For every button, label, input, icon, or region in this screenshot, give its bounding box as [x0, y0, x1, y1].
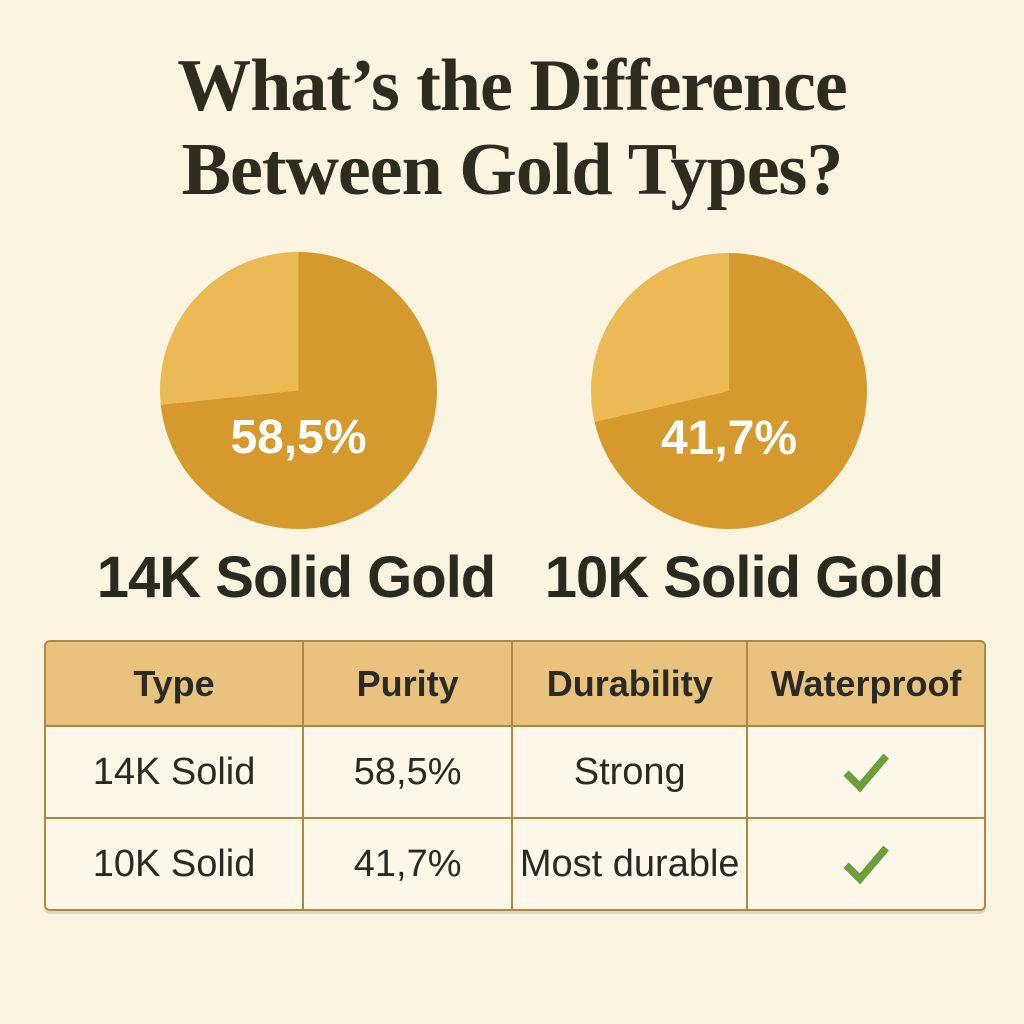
title-line-1: What’s the Difference — [177, 45, 847, 127]
table-cell-purity-10k: 41,7% — [302, 817, 512, 909]
table-cell-type-10k: 10K Solid — [46, 817, 303, 909]
table-cell-type-14k: 14K Solid — [46, 725, 303, 817]
pie-percent-label-14k: 58,5% — [230, 411, 367, 464]
comparison-table: Type Purity Durability Waterproof 14K So… — [44, 640, 986, 911]
check-icon — [843, 845, 890, 885]
header-cell-waterproof: Waterproof — [746, 642, 984, 725]
table-cell-durability-14k: Strong — [511, 725, 747, 817]
pie-chart-14k: 58,5% — [160, 252, 437, 529]
pie-caption-14k: 14K Solid Gold — [96, 545, 497, 610]
check-icon — [843, 753, 890, 793]
table-cell-waterproof-14k — [746, 725, 984, 817]
title-line-2: Between Gold Types? — [181, 129, 844, 211]
pie-chart-10k: 41,7% — [591, 253, 867, 529]
table-cell-durability-10k: Most durable — [511, 817, 747, 909]
header-cell-type: Type — [46, 642, 303, 725]
table-cell-waterproof-10k — [746, 817, 984, 909]
pie-percent-label-10k: 41,7% — [660, 412, 798, 465]
table-cell-purity-14k: 58,5% — [302, 725, 512, 817]
pie-caption-10k: 10K Solid Gold — [544, 545, 945, 610]
page-title: What’s the Difference Between Gold Types… — [0, 44, 1024, 212]
header-cell-purity: Purity — [302, 642, 512, 725]
header-cell-durability: Durability — [511, 642, 747, 725]
